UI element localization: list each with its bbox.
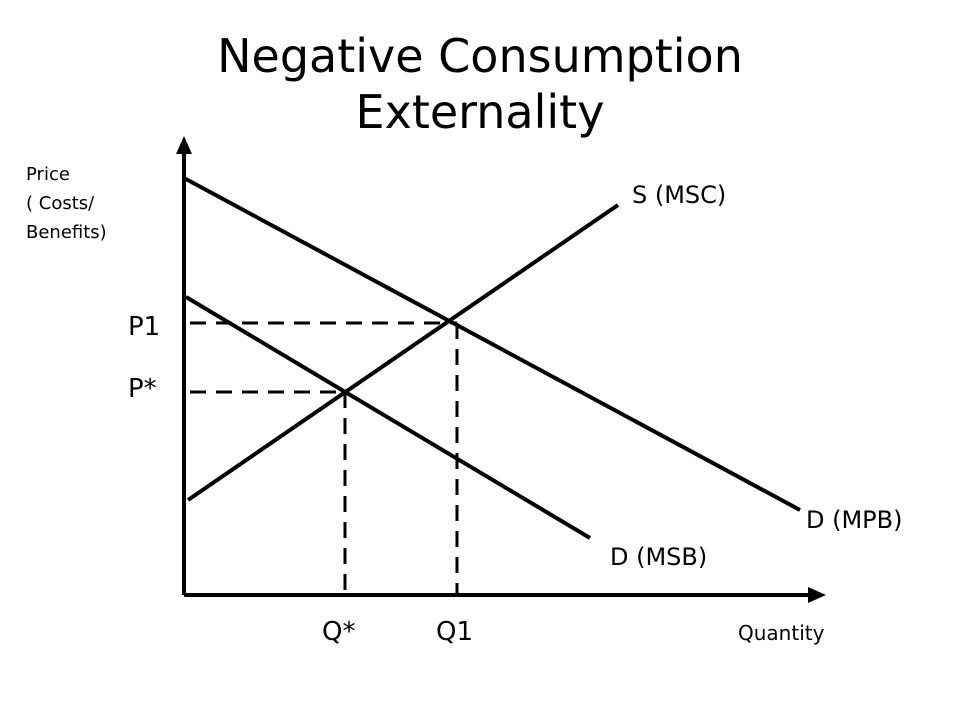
y-axis-label-line-1: Price xyxy=(26,164,70,185)
y-axis-label-line-3: Benefits) xyxy=(26,222,107,243)
diagram-title: Negative Consumption Externality xyxy=(0,28,960,140)
p1-label: P1 xyxy=(128,312,160,342)
title-line-1: Negative Consumption xyxy=(217,29,743,83)
x-axis-arrow-icon xyxy=(808,587,826,603)
y-axis-label: Price ( Costs/ Benefits) xyxy=(26,160,107,247)
x-axis-label: Quantity xyxy=(738,621,825,645)
pstar-label: P* xyxy=(128,374,157,404)
demand-msb-curve xyxy=(184,295,592,540)
demand-msb-label: D (MSB) xyxy=(610,543,707,571)
y-axis-label-line-2: ( Costs/ xyxy=(26,193,95,214)
supply-msc-label: S (MSC) xyxy=(632,181,726,209)
supply-msc-curve xyxy=(186,203,620,502)
title-line-2: Externality xyxy=(355,85,605,139)
demand-mpb-curve xyxy=(183,176,801,512)
q1-label: Q1 xyxy=(436,617,473,647)
qstar-label: Q* xyxy=(322,617,355,647)
y-axis-arrow-icon xyxy=(176,136,192,154)
demand-mpb-label: D (MPB) xyxy=(806,506,902,534)
